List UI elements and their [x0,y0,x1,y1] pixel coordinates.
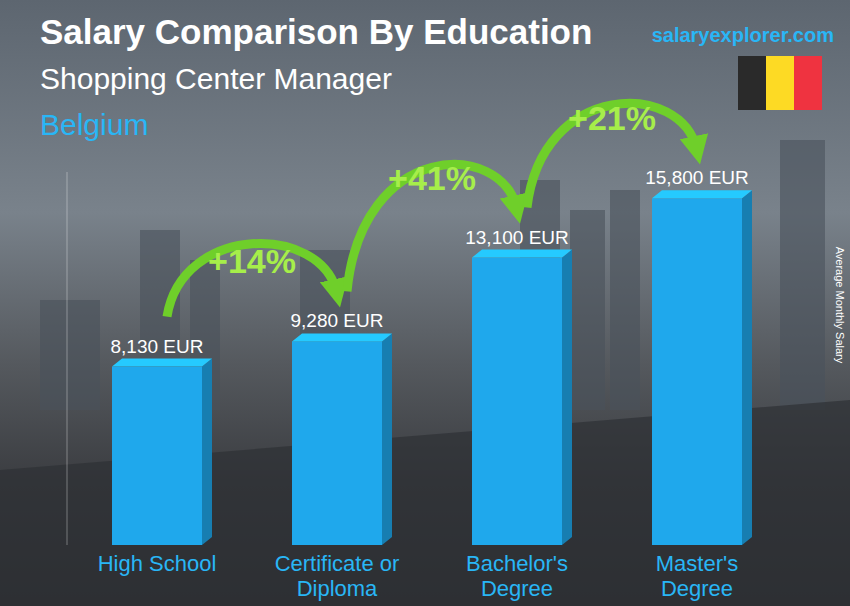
html-text:salaryexplorer.com: salaryexplorer.com [651,24,834,46]
html-text:Salary Comparison By Education: Salary Comparison By Education [40,12,593,51]
svg-text:Diploma: Diploma [297,576,378,601]
svg-text:8,130 EUR: 8,130 EUR [111,336,204,357]
svg-text:+21%: +21% [568,99,656,137]
svg-text:Certificate or: Certificate or [275,551,400,576]
svg-text:Master's: Master's [656,551,738,576]
svg-text:9,280 EUR: 9,280 EUR [291,310,384,331]
svg-text:High School: High School [98,551,217,576]
svg-text:Degree: Degree [661,576,733,601]
svg-text:Average Monthly Salary: Average Monthly Salary [834,247,842,364]
svg-text:15,800 EUR: 15,800 EUR [645,167,749,188]
html-text:Belgium: Belgium [40,108,149,141]
svg-text:+41%: +41% [388,159,476,197]
svg-text:+14%: +14% [208,242,296,280]
svg-text:13,100 EUR: 13,100 EUR [465,227,569,248]
html-text:Shopping Center Manager: Shopping Center Manager [40,62,392,95]
svg-text:Degree: Degree [481,576,553,601]
svg-text:Bachelor's: Bachelor's [466,551,568,576]
